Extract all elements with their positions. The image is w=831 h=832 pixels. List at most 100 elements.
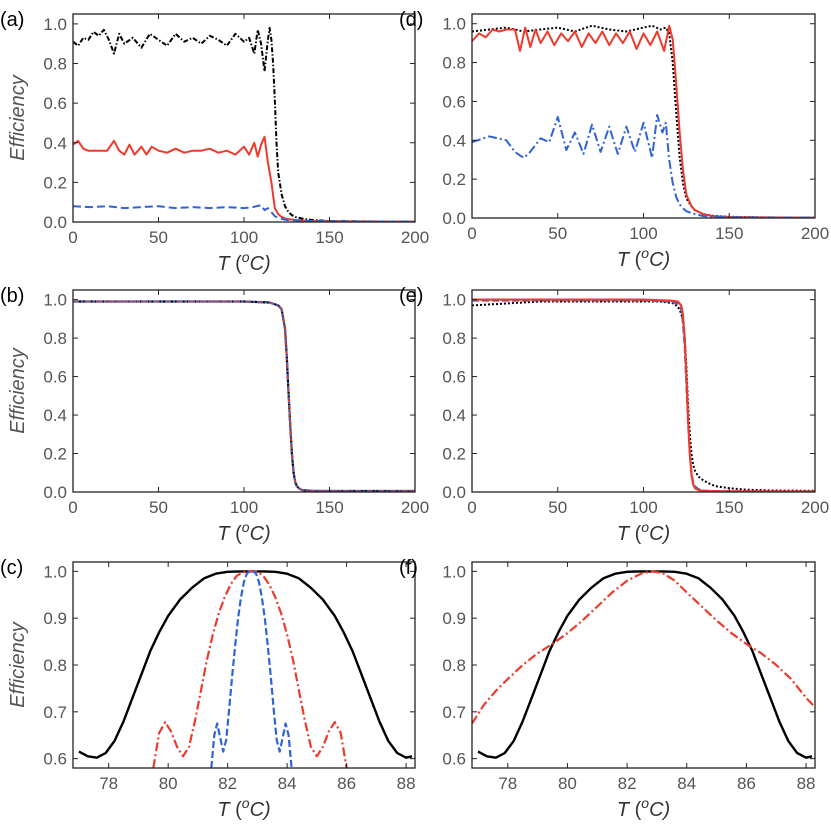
series-line-red-solid xyxy=(472,24,815,218)
x-tick-label: 84 xyxy=(677,774,696,793)
x-tick-label: 50 xyxy=(149,498,168,517)
y-tick-label: 0.6 xyxy=(43,94,67,113)
series-group xyxy=(472,570,815,759)
series-line-black-solid xyxy=(73,300,415,492)
x-tick-label: 78 xyxy=(498,774,517,793)
x-axis-label-part: T xyxy=(217,523,231,545)
x-tick-label: 86 xyxy=(737,774,756,793)
y-tick-label: 0.6 xyxy=(442,368,466,387)
x-tick-label: 78 xyxy=(99,774,118,793)
x-axis-label-part: T xyxy=(617,799,631,821)
x-axis-label-part: ( xyxy=(629,249,642,271)
x-axis-label-part: C) xyxy=(250,253,271,275)
x-axis-label-part: o xyxy=(641,795,649,811)
series-line-blue-dashdot xyxy=(472,114,815,218)
series-group xyxy=(73,26,415,222)
x-axis-label: T (oC) xyxy=(617,245,670,271)
x-axis-label-part: ( xyxy=(629,799,642,821)
y-tick-label: 0.2 xyxy=(43,445,67,464)
y-tick-label: 1.0 xyxy=(43,15,67,34)
panel-label: (e) xyxy=(399,285,423,307)
x-axis-label-part: ( xyxy=(230,523,243,545)
x-tick-label: 84 xyxy=(278,774,297,793)
series-line-red-solid xyxy=(472,298,815,492)
x-tick-label: 200 xyxy=(801,224,829,243)
y-tick-label: 0.7 xyxy=(43,703,67,722)
x-axis-label-part: o xyxy=(242,249,250,265)
x-axis-label: T (oC) xyxy=(217,795,270,821)
x-axis-label-part: T xyxy=(217,253,231,275)
series-line-black-dotted xyxy=(472,24,815,218)
x-axis-label-part: ( xyxy=(629,523,642,545)
x-tick-label: 50 xyxy=(149,228,168,247)
x-tick-label: 0 xyxy=(467,498,476,517)
series-line-red-solid xyxy=(73,135,415,222)
x-tick-label: 100 xyxy=(230,228,258,247)
plot-frame xyxy=(471,289,816,493)
x-tick-label: 0 xyxy=(467,224,476,243)
x-axis-label-part: o xyxy=(641,245,649,261)
x-axis-label-part: o xyxy=(641,519,649,535)
x-tick-label: 86 xyxy=(337,774,356,793)
panel-label: (a) xyxy=(0,9,24,31)
y-tick-label: 0.9 xyxy=(442,609,466,628)
x-axis-label-part: C) xyxy=(250,523,271,545)
x-tick-label: 0 xyxy=(68,498,77,517)
y-tick-label: 0.2 xyxy=(442,445,466,464)
y-tick-label: 0.9 xyxy=(43,609,67,628)
x-tick-label: 150 xyxy=(715,498,743,517)
x-tick-label: 100 xyxy=(629,498,657,517)
x-axis-label-part: ( xyxy=(230,253,243,275)
y-tick-label: 0.8 xyxy=(43,656,67,675)
x-tick-label: 80 xyxy=(558,774,577,793)
y-tick-label: 0.2 xyxy=(442,170,466,189)
series-line-blue-dashed xyxy=(210,570,293,768)
x-tick-label: 150 xyxy=(315,498,343,517)
y-tick-label: 0.0 xyxy=(43,213,67,232)
y-tick-label: 1.0 xyxy=(442,291,466,310)
y-tick-label: 0.2 xyxy=(43,173,67,192)
x-tick-label: 80 xyxy=(159,774,178,793)
series-line-red-dashdot xyxy=(73,300,415,492)
panel-a: 0 50 100 150 200 0.0 0.2 0.4 0.6 0.8 1.0 (a) Efficie… xyxy=(0,9,429,275)
plot-frame xyxy=(471,13,816,219)
panel-label: (c) xyxy=(0,557,23,579)
y-tick-label: 0.8 xyxy=(442,54,466,73)
x-axis-label-part: C) xyxy=(649,523,670,545)
plot-frame xyxy=(72,561,416,769)
y-tick-label: 0.6 xyxy=(43,368,67,387)
y-tick-label: 0.0 xyxy=(442,209,466,228)
y-tick-label: 0.6 xyxy=(43,750,67,769)
x-tick-label: 82 xyxy=(618,774,637,793)
x-axis-label: T (oC) xyxy=(217,519,270,545)
series-line-red-dashdot xyxy=(152,570,348,768)
y-tick-label: 0.4 xyxy=(442,406,466,425)
panel-c: 78 80 82 84 86 88 0.6 0.7 0.8 0.9 1.0 (c) Efficiency… xyxy=(0,557,416,821)
y-axis-label: Efficiency xyxy=(7,621,29,708)
series-line-black-solid xyxy=(477,570,813,759)
series-line-black-solid xyxy=(78,570,413,759)
x-axis-label-part: T xyxy=(617,249,631,271)
y-axis-label: Efficiency xyxy=(7,74,29,161)
y-tick-label: 0.8 xyxy=(442,329,466,348)
x-axis-label-part: C) xyxy=(250,799,271,821)
y-tick-label: 0.4 xyxy=(43,406,67,425)
y-tick-label: 0.8 xyxy=(43,55,67,74)
x-axis-label-part: T xyxy=(217,799,231,821)
y-tick-label: 0.4 xyxy=(43,134,67,153)
x-axis-label-part: C) xyxy=(649,799,670,821)
y-tick-label: 1.0 xyxy=(43,562,67,581)
x-axis-label: T (oC) xyxy=(617,795,670,821)
x-axis-label: T (oC) xyxy=(217,249,270,275)
series-line-black-dotdash xyxy=(73,26,415,222)
series-group xyxy=(472,24,815,218)
y-tick-label: 0.6 xyxy=(442,92,466,111)
panel-d: 0 50 100 150 200 0.0 0.2 0.4 0.6 0.8 1.0 (d) T (oC) xyxy=(399,9,829,271)
y-tick-label: 1.0 xyxy=(442,15,466,34)
x-tick-label: 100 xyxy=(629,224,657,243)
y-axis-label: Efficiency xyxy=(7,347,29,434)
x-tick-label: 200 xyxy=(401,498,429,517)
x-tick-label: 150 xyxy=(715,224,743,243)
x-tick-label: 200 xyxy=(801,498,829,517)
